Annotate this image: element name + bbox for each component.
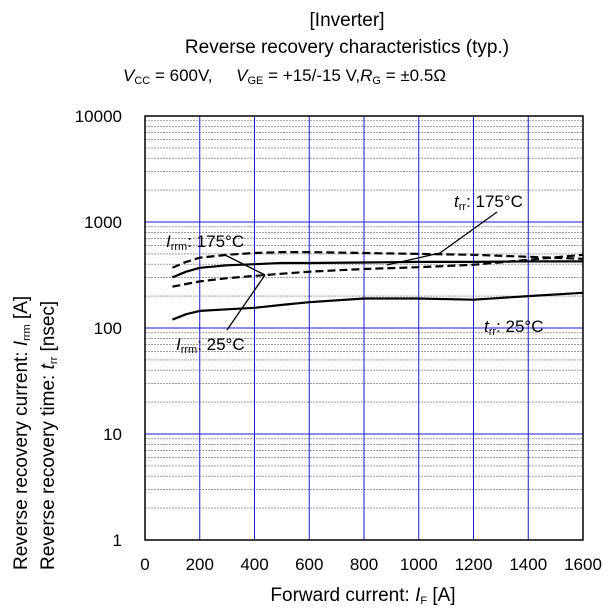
annotation-leader-line — [224, 254, 266, 276]
series-line-1 — [171, 251, 584, 269]
y-tick-label: 10 — [103, 425, 122, 444]
x-tick-label: 1600 — [564, 555, 602, 574]
plot-frame — [144, 115, 584, 541]
annotation-leader-line — [439, 211, 498, 254]
x-tick-label: 200 — [186, 555, 214, 574]
x-tick-labels: 0 200 400 600 800 1000 1200 1400 1600 — [140, 555, 602, 574]
vge-subscript: GE — [247, 75, 264, 87]
x-tick-label: 800 — [350, 555, 378, 574]
annotation-trr-25: trr: 25°C — [484, 317, 544, 338]
y-tick-label: 1000 — [84, 213, 122, 232]
x-tick-label: 400 — [240, 555, 268, 574]
y-tick-labels: 1 10 100 1000 10000 — [75, 107, 122, 550]
series-group — [171, 251, 584, 321]
x-axis-label: Forward current: IF [A] — [270, 585, 456, 607]
rg-value: = ±0.5Ω — [385, 66, 447, 85]
y-tick-label: 10000 — [75, 107, 122, 126]
vcc-subscript: CC — [134, 75, 151, 87]
vge-symbol: V — [236, 66, 248, 85]
annotation-leader-line — [226, 274, 266, 331]
annotation-irrm-25: Irrm: 25°C — [176, 335, 245, 356]
series-line-2 — [171, 260, 583, 279]
x-tick-label: 0 — [140, 555, 149, 574]
y-tick-label: 1 — [113, 531, 122, 550]
annotation-leader-line — [386, 252, 441, 266]
y-tick-label: 100 — [94, 319, 122, 338]
annotation-trr-175: trr: 175°C — [454, 192, 523, 213]
rg-symbol: R — [360, 66, 373, 85]
rg-subscript: G — [372, 75, 381, 87]
x-tick-label: 1200 — [455, 555, 493, 574]
vge-value: = +15/-15 V, — [268, 66, 361, 85]
vcc-value: = 600V, — [154, 66, 213, 85]
annotation-leaders — [224, 211, 498, 331]
x-tick-label: 600 — [295, 555, 323, 574]
chart-title: [Inverter] — [309, 10, 385, 31]
series-line-4 — [171, 291, 584, 321]
series-line-3 — [172, 253, 584, 288]
chart-subtitle: Reverse recovery characteristics (typ.) — [184, 37, 510, 58]
x-tick-label: 1000 — [400, 555, 438, 574]
x-tick-label: 1400 — [509, 555, 547, 574]
vcc-symbol: V — [123, 66, 135, 85]
annotation-irrm-175: Irrm: 175°C — [166, 232, 245, 253]
test-conditions: VCC = 600V, VGE = +15/-15 V,RG = ±0.5Ω — [123, 66, 447, 87]
